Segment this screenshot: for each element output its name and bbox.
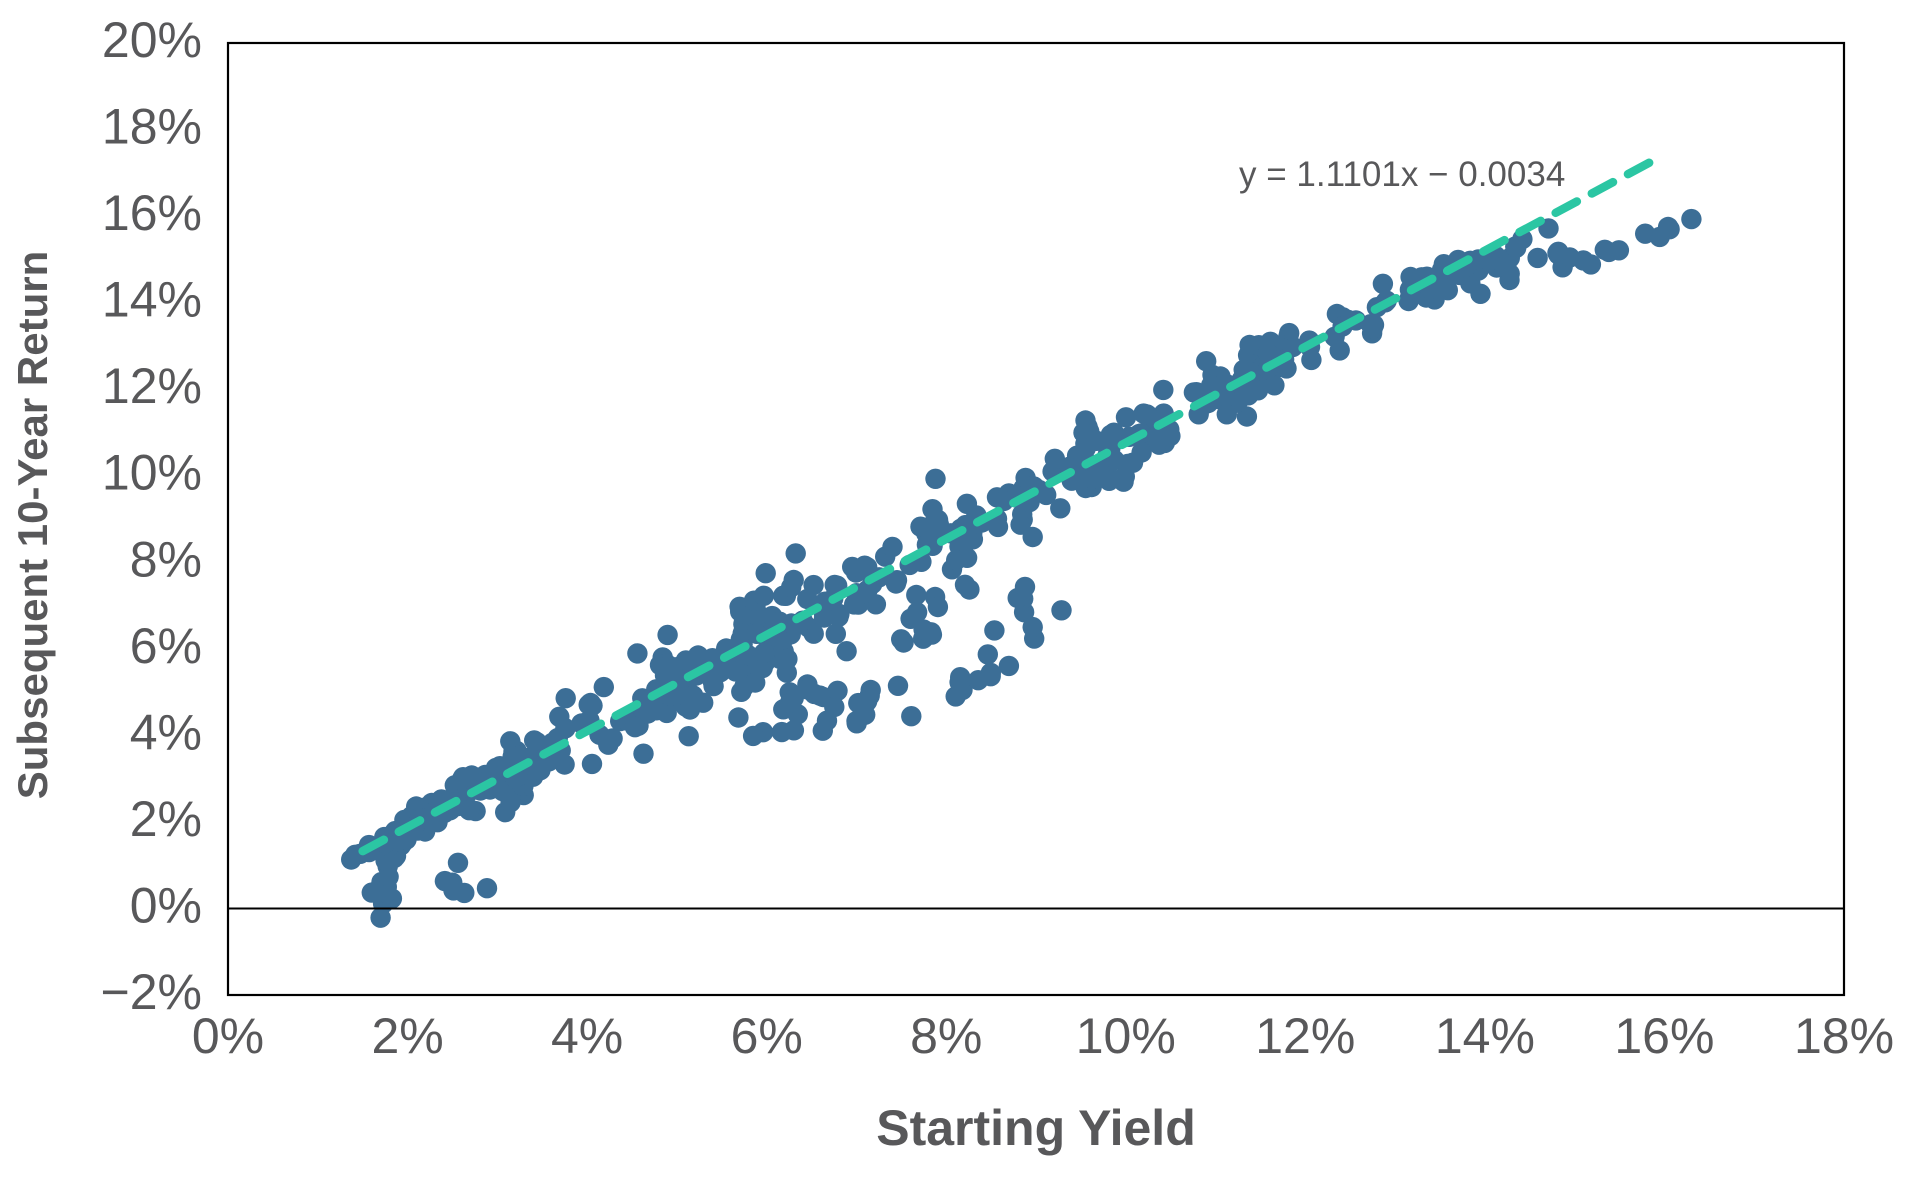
svg-text:4%: 4% <box>551 1008 623 1064</box>
svg-text:4%: 4% <box>130 704 202 760</box>
svg-text:Starting Yield: Starting Yield <box>876 1100 1196 1156</box>
svg-text:8%: 8% <box>910 1008 982 1064</box>
svg-text:2%: 2% <box>130 791 202 847</box>
svg-text:2%: 2% <box>371 1008 443 1064</box>
svg-text:20%: 20% <box>102 12 202 68</box>
svg-text:8%: 8% <box>130 531 202 587</box>
svg-text:10%: 10% <box>1076 1008 1176 1064</box>
svg-text:18%: 18% <box>1794 1008 1894 1064</box>
svg-text:0%: 0% <box>130 878 202 934</box>
svg-text:14%: 14% <box>102 272 202 328</box>
svg-text:6%: 6% <box>731 1008 803 1064</box>
svg-text:12%: 12% <box>1255 1008 1355 1064</box>
svg-text:0%: 0% <box>192 1008 264 1064</box>
svg-text:6%: 6% <box>130 618 202 674</box>
svg-text:y = 1.1101x − 0.0034: y = 1.1101x − 0.0034 <box>1239 155 1565 194</box>
svg-text:12%: 12% <box>102 358 202 414</box>
svg-text:16%: 16% <box>1614 1008 1714 1064</box>
svg-text:16%: 16% <box>102 185 202 241</box>
svg-text:−2%: −2% <box>101 964 202 1020</box>
svg-text:10%: 10% <box>102 445 202 501</box>
svg-text:18%: 18% <box>102 99 202 155</box>
svg-text:14%: 14% <box>1435 1008 1535 1064</box>
svg-text:Subsequent 10-Year Return: Subsequent 10-Year Return <box>9 251 56 799</box>
